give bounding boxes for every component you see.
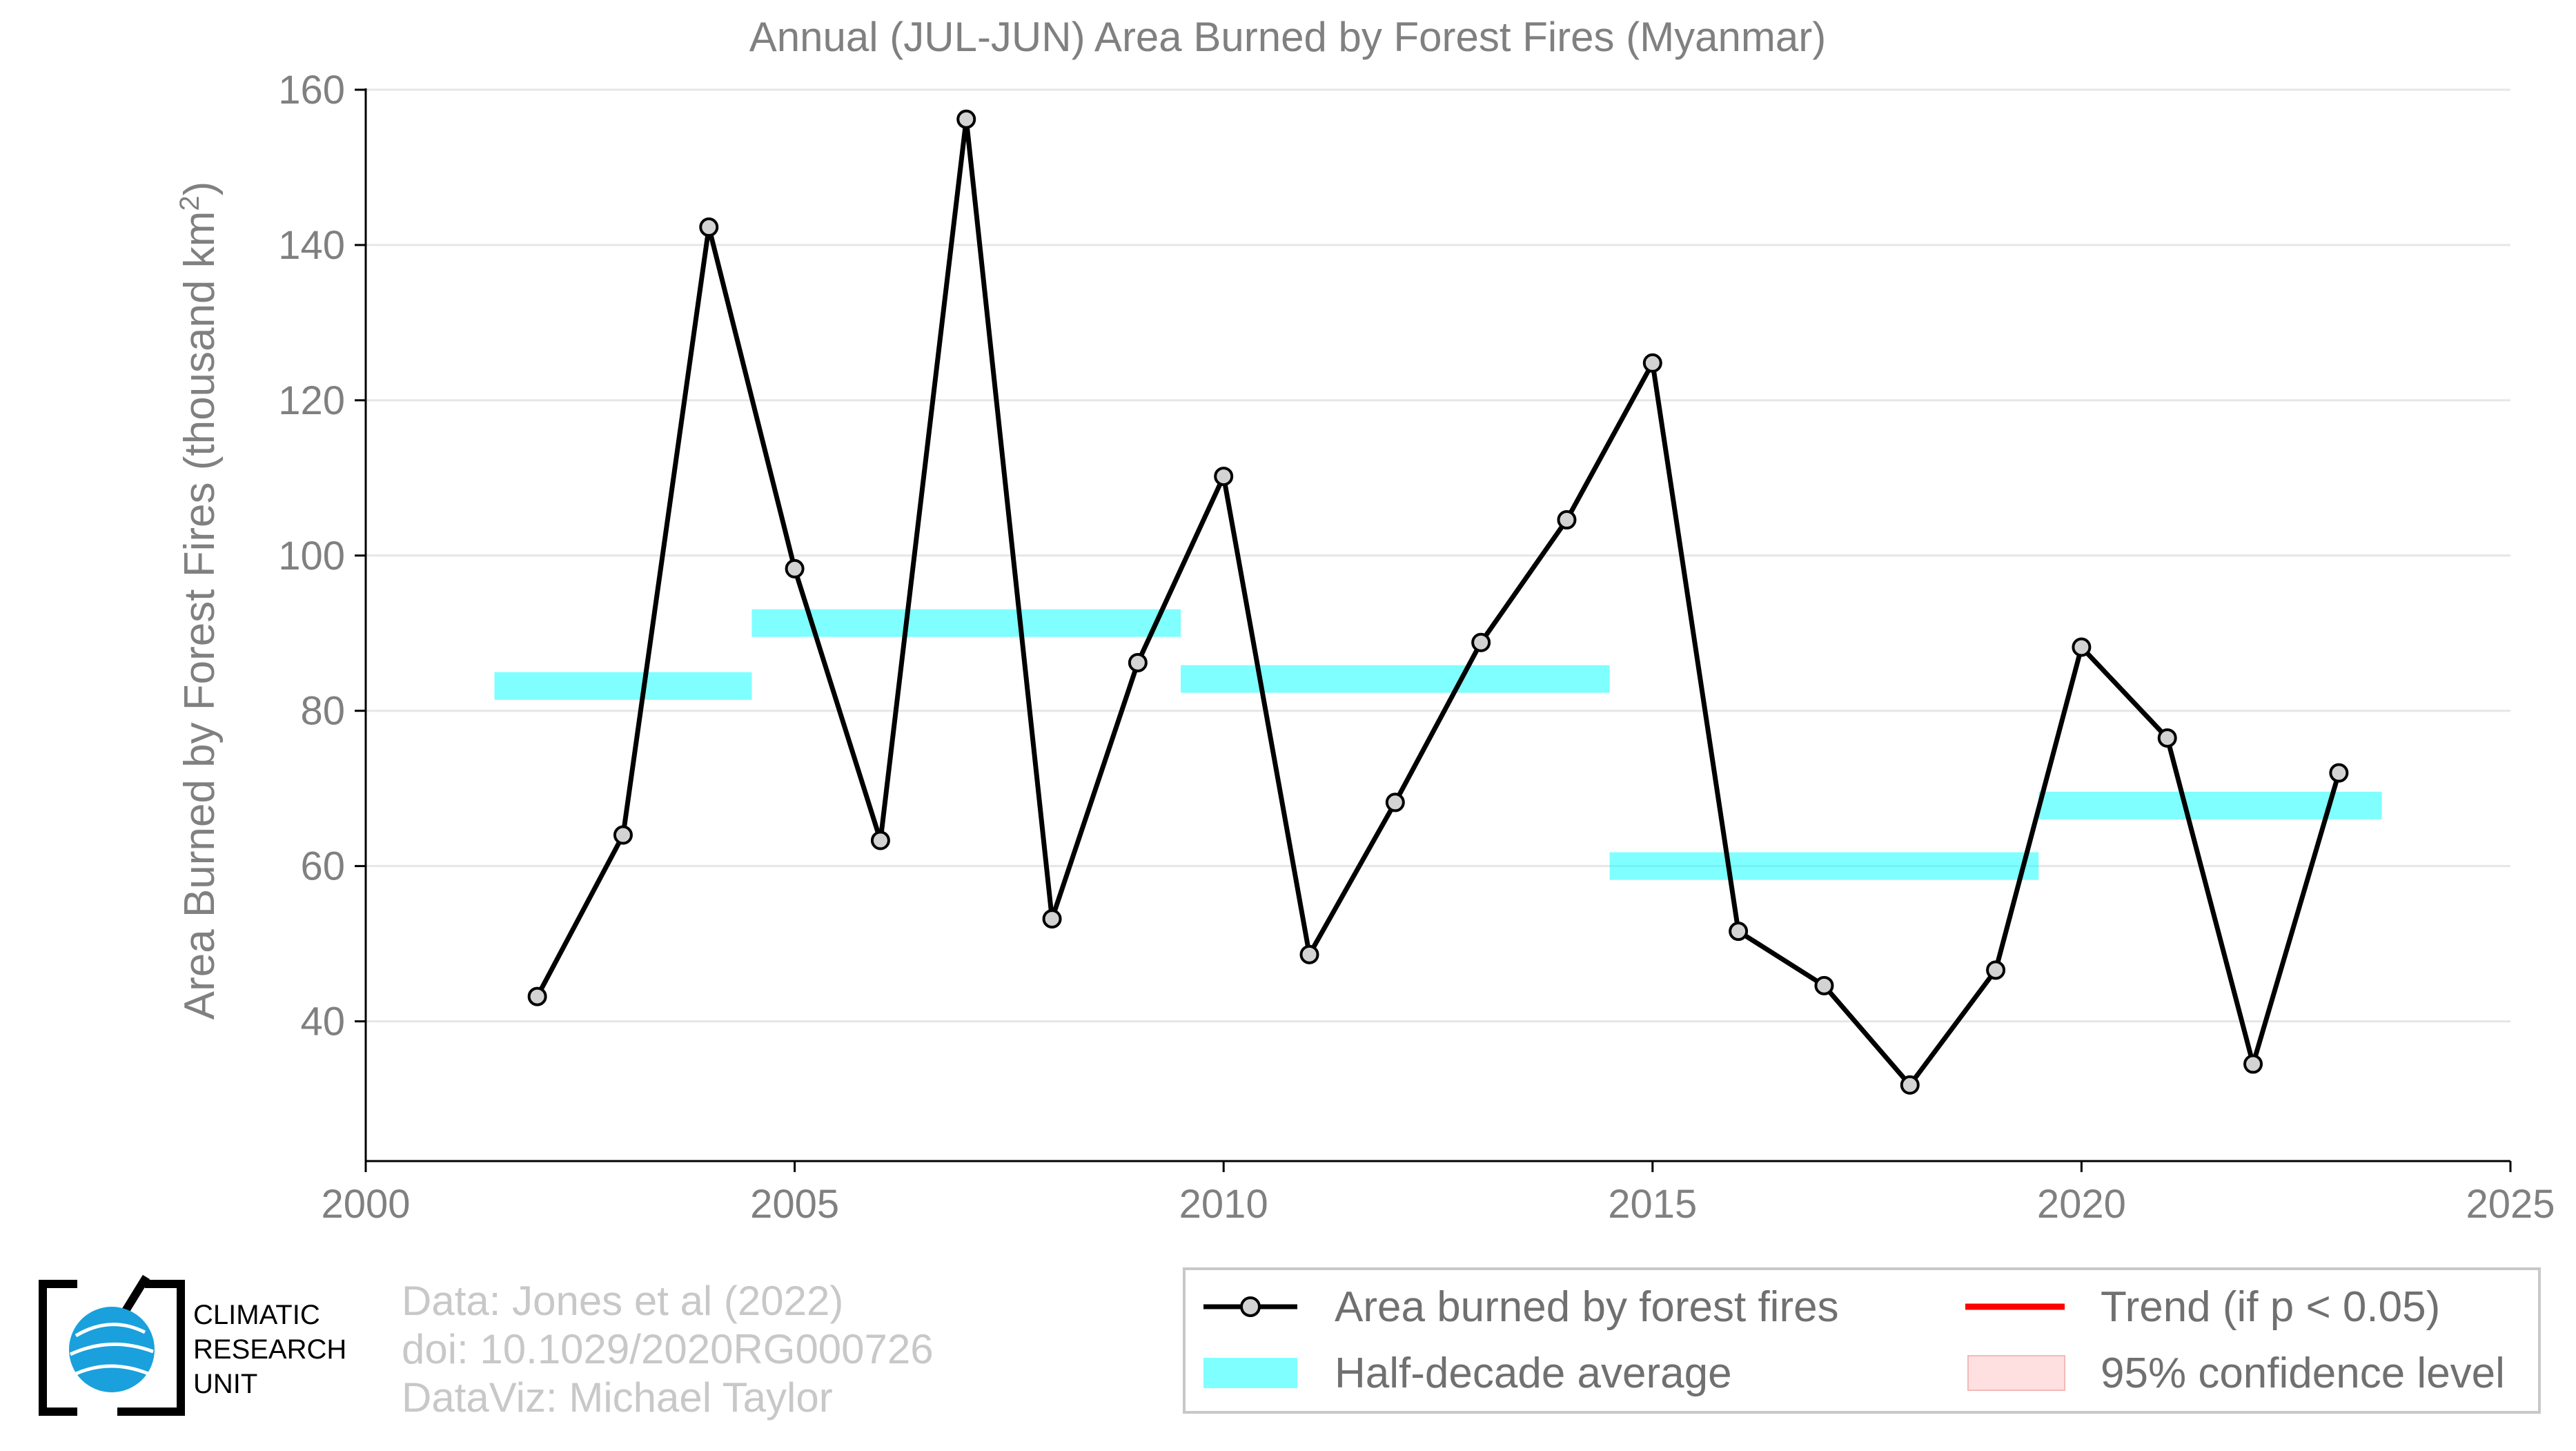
legend-frame — [1183, 1267, 2541, 1414]
data-point-2009 — [1128, 652, 1148, 672]
y-tick-label-40: 40 — [300, 1000, 345, 1044]
logo-line-3: UNIT — [193, 1369, 257, 1399]
data-point-2014 — [1557, 510, 1577, 530]
legend-swatch-half-decade — [1203, 1358, 1297, 1388]
half-decade-bar-4 — [1609, 852, 2039, 880]
y-axis-label: Area Burned by Forest Fires (thousand km… — [175, 182, 224, 1020]
x-tick-label-2000: 2000 — [321, 1182, 410, 1227]
half-decade-bar-3 — [1181, 665, 1610, 693]
data-point-2008 — [1042, 909, 1062, 929]
logo-bracket-right — [117, 1280, 185, 1416]
credit-data: Data: Jones et al (2022) — [402, 1278, 843, 1324]
x-tick-label-2020: 2020 — [2037, 1182, 2126, 1227]
cru-logo: CLIMATIC RESEARCH UNIT — [39, 1274, 346, 1416]
gridlines — [366, 88, 2510, 1023]
data-point-2017 — [1814, 975, 1834, 995]
x-tick-label-2005: 2005 — [750, 1182, 839, 1227]
data-point-2004 — [699, 217, 719, 237]
y-tick-label-120: 120 — [278, 378, 345, 423]
data-point-2018 — [1900, 1075, 1920, 1095]
chart-title: Annual (JUL-JUN) Area Burned by Forest F… — [749, 14, 1826, 60]
half-decade-bar-2 — [751, 609, 1181, 637]
data-point-2012 — [1385, 792, 1405, 812]
x-tick-label-2010: 2010 — [1179, 1182, 1268, 1227]
half-decade-bar-1 — [494, 672, 752, 700]
y-tick-label-80: 80 — [300, 689, 345, 734]
series-line-area-burned — [535, 117, 2341, 1088]
y-tick-label-60: 60 — [300, 844, 345, 889]
series-area-burned — [527, 109, 2349, 1095]
data-point-2013 — [1471, 632, 1491, 652]
data-point-2019 — [1986, 960, 2006, 980]
axes — [355, 88, 2512, 1172]
data-point-2022 — [2243, 1054, 2263, 1074]
legend-marker-area-burned — [1240, 1296, 1261, 1317]
y-tick-label-100: 100 — [278, 534, 345, 578]
legend-label-confidence: 95% confidence level — [2101, 1350, 2505, 1397]
credits: Data: Jones et al (2022) doi: 10.1029/20… — [402, 1278, 934, 1421]
credit-dataviz: DataViz: Michael Taylor — [402, 1374, 833, 1421]
logo-line-2: RESEARCH — [193, 1334, 346, 1365]
y-axis-label-close: ) — [176, 182, 224, 196]
logo-line-1: CLIMATIC — [193, 1300, 320, 1330]
globe-swirl — [69, 1323, 154, 1376]
legend: Area burned by forest fires Trend (if p … — [1183, 1267, 2541, 1414]
y-axis-label-superscript: 2 — [175, 195, 205, 211]
data-point-2021 — [2157, 728, 2177, 748]
x-tick-label-2025: 2025 — [2466, 1182, 2555, 1227]
data-point-2005 — [785, 558, 805, 578]
y-tick-label-160: 160 — [278, 68, 345, 113]
data-point-2003 — [613, 825, 633, 845]
data-point-2016 — [1729, 922, 1749, 942]
legend-swatch-confidence — [1967, 1355, 2065, 1391]
legend-label-trend: Trend (if p < 0.05) — [2101, 1283, 2440, 1331]
y-tick-labels: 40 60 80 100 120 140 160 — [278, 68, 345, 1044]
data-point-2011 — [1299, 944, 1319, 964]
legend-label-area-burned: Area burned by forest fires — [1335, 1283, 1839, 1331]
legend-label-half-decade: Half-decade average — [1335, 1350, 1732, 1397]
data-point-2007 — [956, 109, 976, 129]
y-tick-label-140: 140 — [278, 223, 345, 268]
x-tick-labels: 2000 2005 2010 2015 2020 2025 — [321, 1182, 2555, 1227]
x-tick-label-2015: 2015 — [1608, 1182, 1697, 1227]
data-point-2020 — [2072, 637, 2092, 657]
data-point-2002 — [527, 986, 547, 1006]
data-point-2015 — [1642, 353, 1662, 373]
y-axis-label-text: Area Burned by Forest Fires (thousand km — [176, 211, 224, 1020]
logo-bracket-left — [39, 1280, 77, 1416]
data-point-2023 — [2329, 763, 2349, 783]
data-point-2006 — [870, 830, 890, 850]
credit-doi: doi: 10.1029/2020RG000726 — [402, 1326, 934, 1372]
half-decade-bands — [494, 609, 2382, 880]
data-point-2010 — [1214, 467, 1234, 487]
